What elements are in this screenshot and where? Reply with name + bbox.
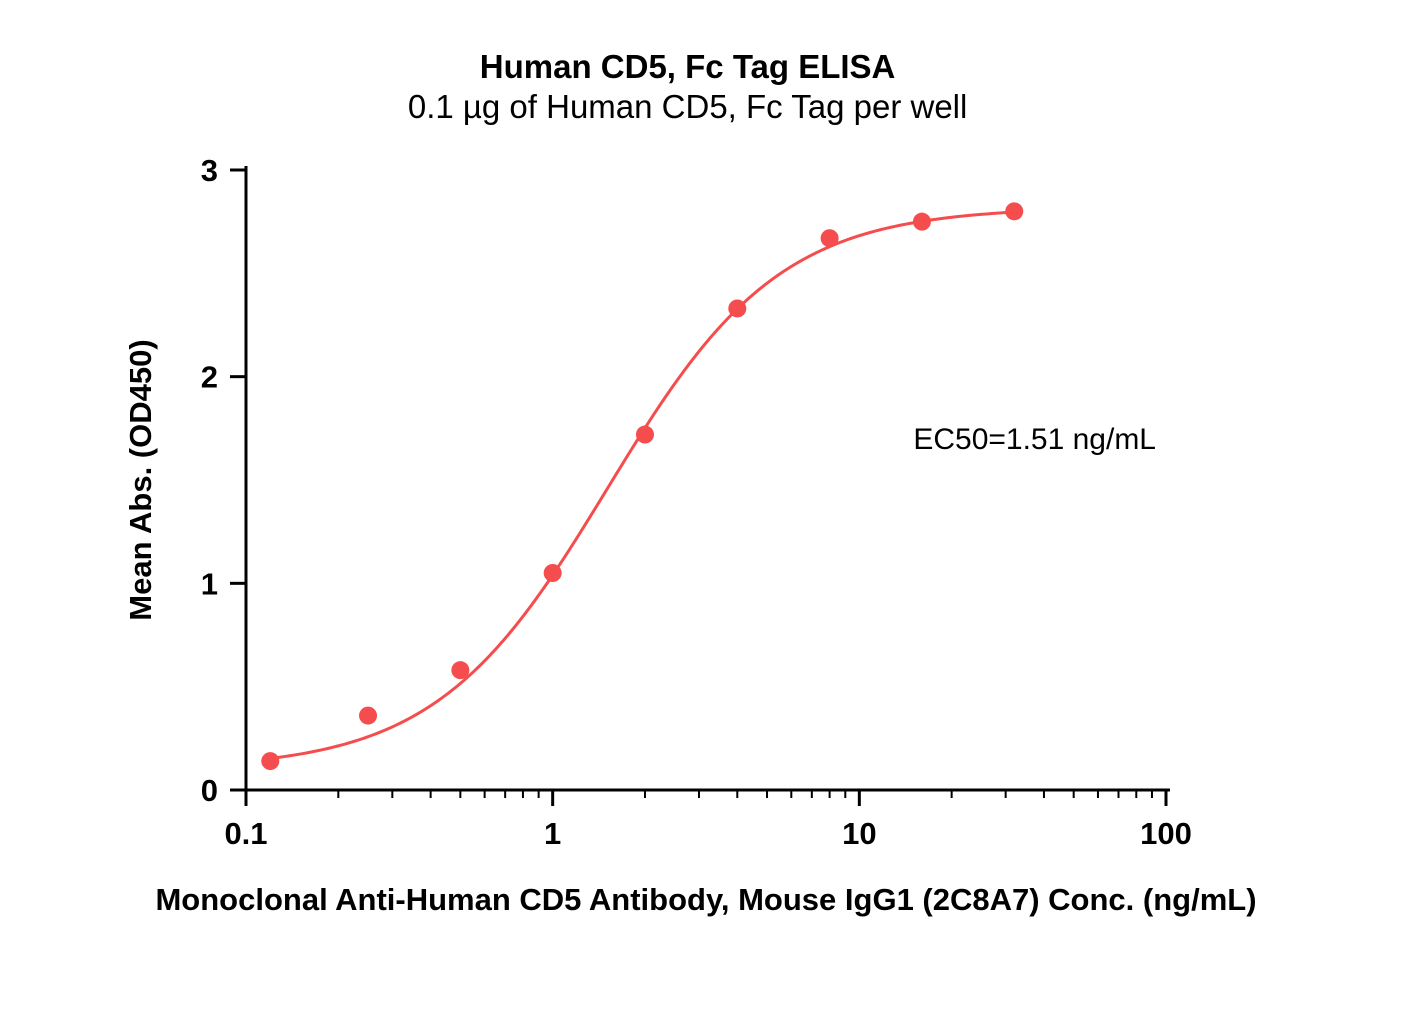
data-point — [636, 426, 654, 444]
y-axis-label: Mean Abs. (OD450) — [123, 339, 158, 620]
x-tick-label: 10 — [842, 816, 876, 851]
x-axis-label: Monoclonal Anti-Human CD5 Antibody, Mous… — [155, 882, 1256, 917]
data-point — [821, 229, 839, 247]
data-point — [261, 752, 279, 770]
data-point — [913, 213, 931, 231]
x-tick-label: 0.1 — [224, 816, 267, 851]
data-point — [544, 564, 562, 582]
elisa-chart: Human CD5, Fc Tag ELISA0.1 µg of Human C… — [0, 0, 1401, 1023]
data-point — [359, 707, 377, 725]
y-tick-label: 1 — [201, 566, 218, 601]
data-point — [1005, 202, 1023, 220]
x-tick-label: 1 — [544, 816, 561, 851]
ec50-annotation: EC50=1.51 ng/mL — [913, 423, 1156, 456]
chart-subtitle: 0.1 µg of Human CD5, Fc Tag per well — [408, 88, 968, 125]
y-tick-label: 3 — [201, 153, 218, 188]
y-tick-label: 0 — [201, 773, 218, 808]
y-tick-label: 2 — [201, 360, 218, 395]
figure-container: Human CD5, Fc Tag ELISA0.1 µg of Human C… — [0, 0, 1401, 1023]
x-tick-label: 100 — [1140, 816, 1192, 851]
data-point — [451, 661, 469, 679]
chart-title: Human CD5, Fc Tag ELISA — [480, 48, 896, 85]
data-point — [728, 299, 746, 317]
